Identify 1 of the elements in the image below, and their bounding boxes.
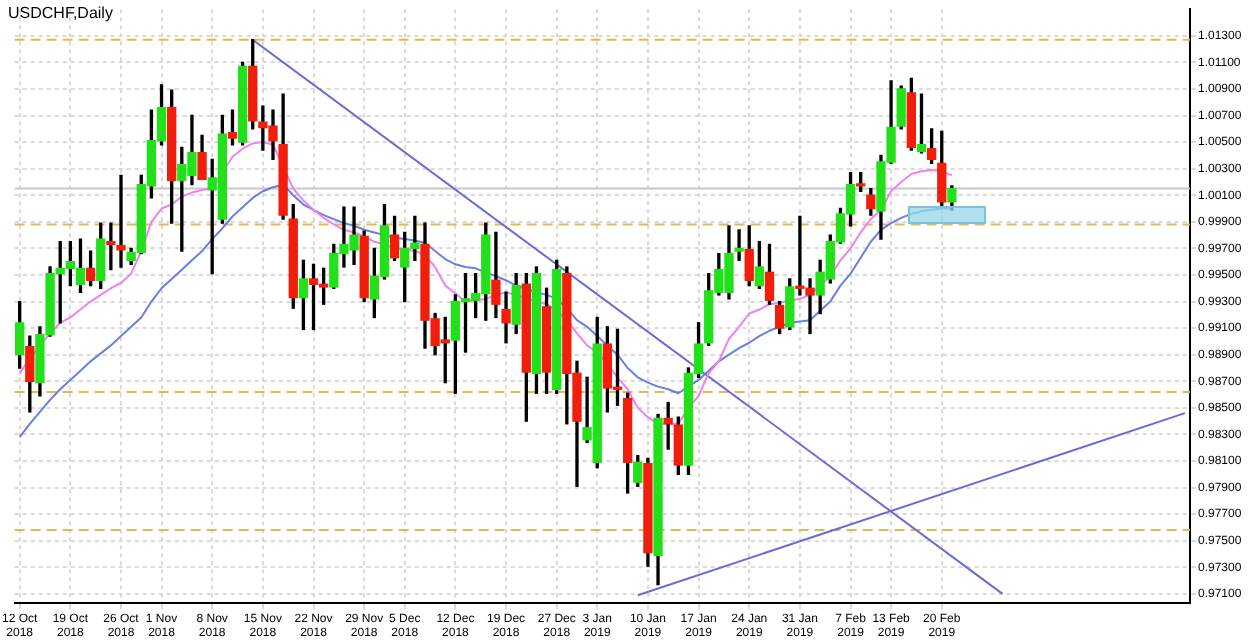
chart-title: USDCHF,Daily <box>8 4 113 22</box>
